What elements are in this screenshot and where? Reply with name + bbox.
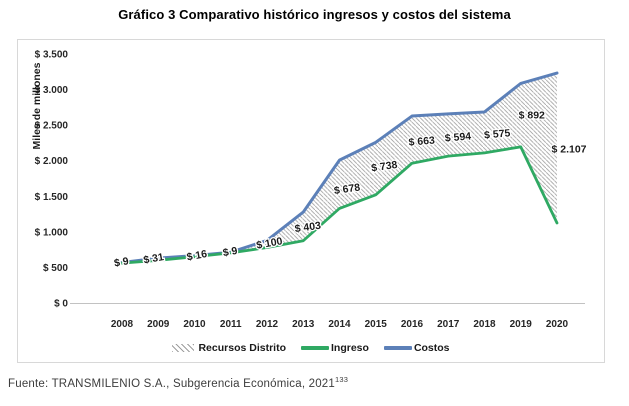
source-note-text: Fuente: TRANSMILENIO S.A., Subgerencia E… xyxy=(8,377,335,390)
blue-line-swatch-icon xyxy=(383,346,412,350)
chart-title: Gráfico 3 Comparativo histórico ingresos… xyxy=(118,7,511,22)
legend-label-costos: Costos xyxy=(413,342,450,354)
legend: Recursos Distrito Ingreso Costos xyxy=(17,339,605,357)
source-note-superscript: 133 xyxy=(335,375,349,384)
legend-item-ingreso: Ingreso xyxy=(301,342,369,354)
legend-item-recursos-distrito: Recursos Distrito xyxy=(172,342,286,354)
green-line-swatch-icon xyxy=(301,346,329,350)
legend-item-costos: Costos xyxy=(383,342,450,354)
source-note: Fuente: TRANSMILENIO S.A., Subgerencia E… xyxy=(8,375,618,390)
legend-label-recursos-distrito: Recursos Distrito xyxy=(198,342,286,354)
hatch-swatch-icon xyxy=(172,344,195,352)
chart-panel xyxy=(17,39,605,363)
legend-label-ingreso: Ingreso xyxy=(331,342,369,354)
